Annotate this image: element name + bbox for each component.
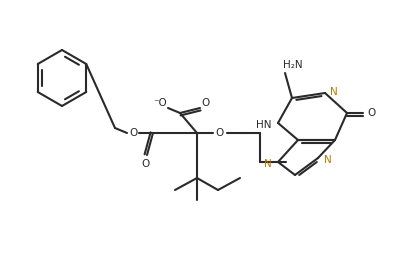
Text: N: N bbox=[324, 155, 332, 165]
Text: H₂N: H₂N bbox=[283, 60, 303, 70]
Text: N: N bbox=[264, 159, 272, 169]
Text: HN: HN bbox=[256, 120, 272, 130]
Text: O: O bbox=[129, 128, 137, 138]
Text: O: O bbox=[216, 128, 224, 138]
Text: ⁻O: ⁻O bbox=[153, 98, 167, 108]
Text: N: N bbox=[330, 87, 338, 97]
Text: O: O bbox=[142, 159, 150, 169]
Text: O: O bbox=[367, 108, 375, 118]
Text: O: O bbox=[201, 98, 209, 108]
